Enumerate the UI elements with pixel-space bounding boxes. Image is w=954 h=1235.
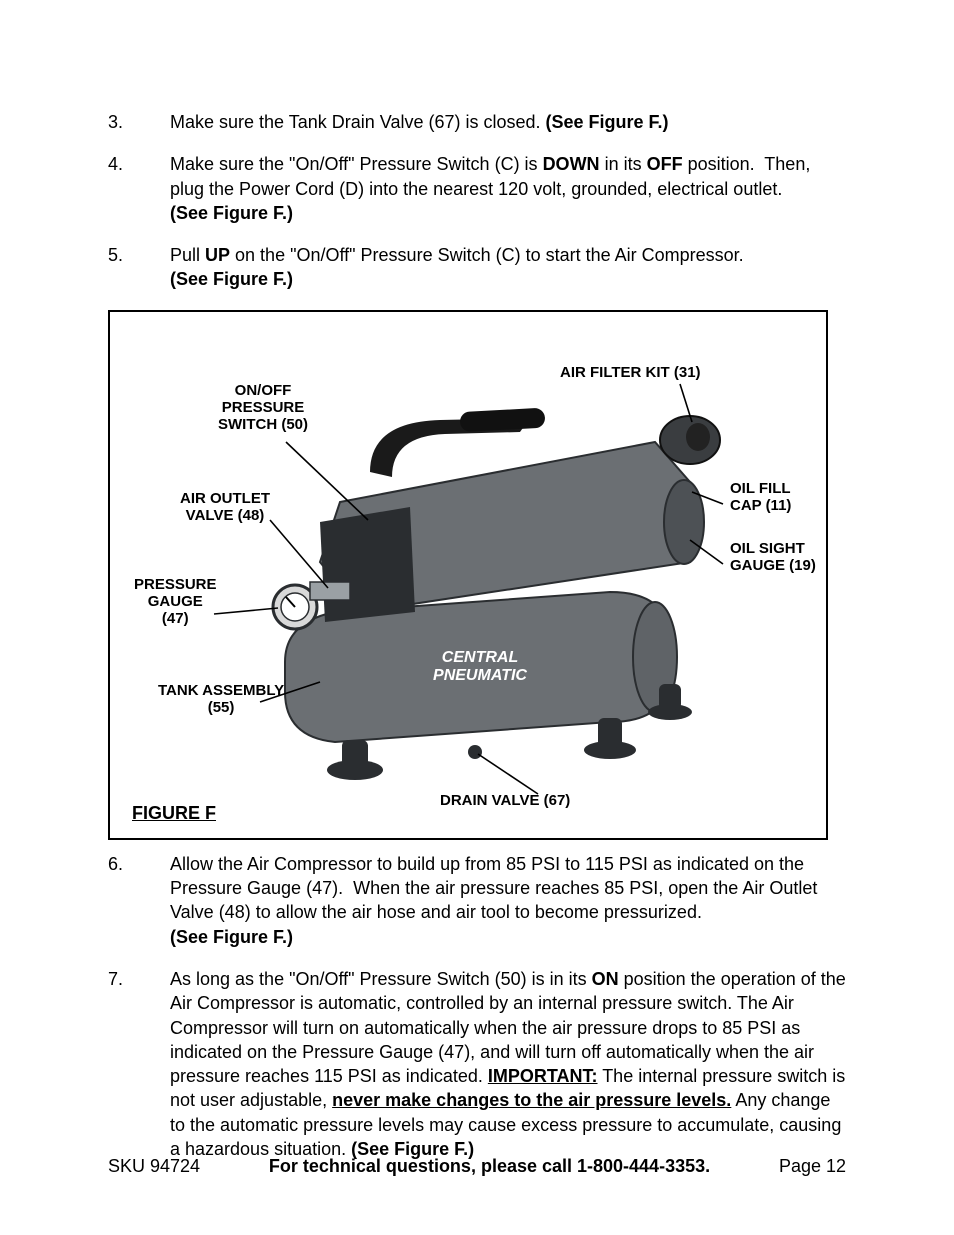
t: OFF <box>647 154 683 174</box>
figure-f: CENTRAL PNEUMATIC ON/OFF PRESSURE SWITCH… <box>108 310 828 840</box>
label-oil-sight: OIL SIGHT GAUGE (19) <box>730 540 816 575</box>
step-text: Make sure the Tank Drain Valve (67) is c… <box>170 112 546 132</box>
t: UP <box>205 245 230 265</box>
see-figure: (See Figure F.) <box>170 203 293 223</box>
t: Allow the Air Compressor to build up fro… <box>170 854 822 923</box>
step-6: 6. Allow the Air Compressor to build up … <box>108 852 846 949</box>
step-number: 5. <box>108 243 170 292</box>
see-figure: (See Figure F.) <box>170 927 293 947</box>
warning-text: never make changes to the air pressure l… <box>332 1090 731 1110</box>
step-body: Pull UP on the "On/Off" Pressure Switch … <box>170 243 846 292</box>
step-3: 3. Make sure the Tank Drain Valve (67) i… <box>108 110 846 134</box>
step-number: 3. <box>108 110 170 134</box>
footer-page: Page 12 <box>779 1156 846 1177</box>
figure-title: FIGURE F <box>132 803 216 824</box>
footer-sku: SKU 94724 <box>108 1156 200 1177</box>
step-number: 7. <box>108 967 170 1161</box>
step-number: 6. <box>108 852 170 949</box>
t: ON <box>592 969 619 989</box>
label-tank-assembly: TANK ASSEMBLY (55) <box>158 682 284 717</box>
t: DOWN <box>543 154 600 174</box>
step-body: Make sure the Tank Drain Valve (67) is c… <box>170 110 846 134</box>
t: in its <box>600 154 647 174</box>
see-figure: (See Figure F.) <box>546 112 669 132</box>
step-7: 7. As long as the "On/Off" Pressure Swit… <box>108 967 846 1161</box>
step-body: As long as the "On/Off" Pressure Switch … <box>170 967 846 1161</box>
t: Pull <box>170 245 205 265</box>
label-drain-valve: DRAIN VALVE (67) <box>440 792 570 809</box>
label-pressure-gauge: PRESSURE GAUGE (47) <box>134 576 217 628</box>
label-air-outlet: AIR OUTLET VALVE (48) <box>180 490 270 525</box>
label-oil-fill: OIL FILL CAP (11) <box>730 480 791 515</box>
step-5: 5. Pull UP on the "On/Off" Pressure Swit… <box>108 243 846 292</box>
t: As long as the "On/Off" Pressure Switch … <box>170 969 592 989</box>
t: Make sure the "On/Off" Pressure Switch (… <box>170 154 543 174</box>
step-4: 4. Make sure the "On/Off" Pressure Switc… <box>108 152 846 225</box>
page-footer: SKU 94724 For technical questions, pleas… <box>108 1156 846 1177</box>
t: on the "On/Off" Pressure Switch (C) to s… <box>230 245 744 265</box>
important-label: IMPORTANT: <box>488 1066 598 1086</box>
label-air-filter: AIR FILTER KIT (31) <box>560 364 701 381</box>
label-onoff-switch: ON/OFF PRESSURE SWITCH (50) <box>218 382 308 434</box>
see-figure: (See Figure F.) <box>170 269 293 289</box>
step-body: Allow the Air Compressor to build up fro… <box>170 852 846 949</box>
step-number: 4. <box>108 152 170 225</box>
footer-tech: For technical questions, please call 1-8… <box>269 1156 710 1177</box>
step-body: Make sure the "On/Off" Pressure Switch (… <box>170 152 846 225</box>
